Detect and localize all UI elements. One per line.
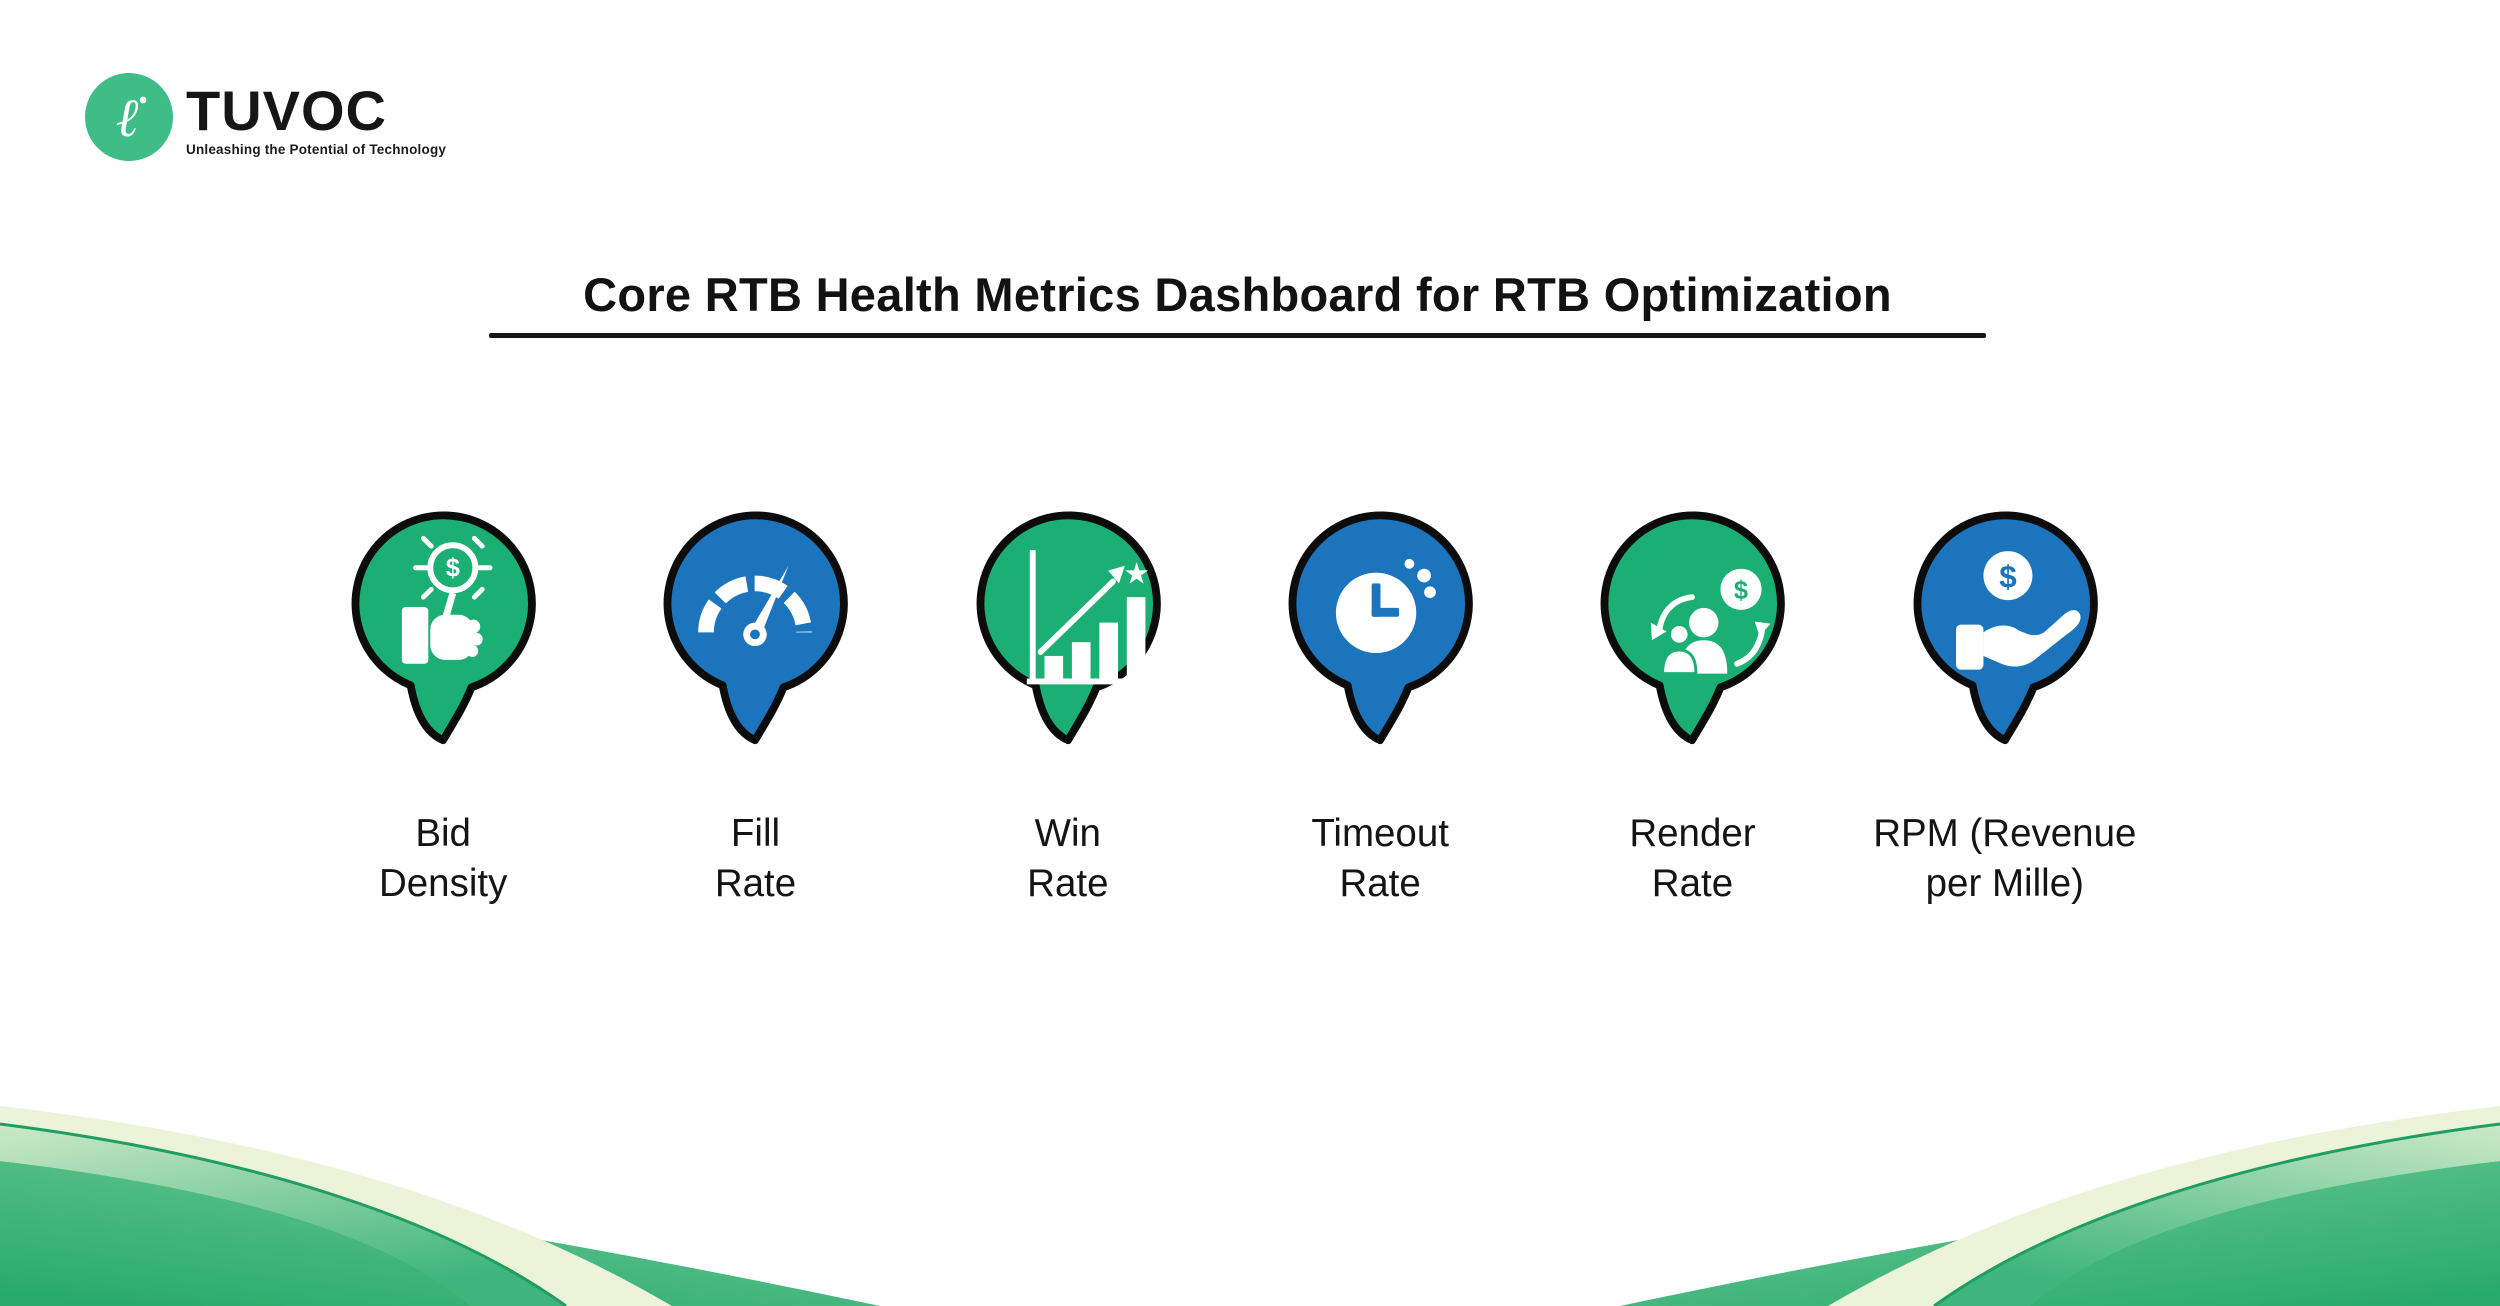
metric-rpm: $ RPM (Revenue per Mille)	[1849, 505, 2161, 908]
metric-label: Fill Rate	[714, 812, 797, 905]
metric-timeout-rate: Timeout Rate	[1224, 505, 1536, 908]
metric-win-rate: ★ Win Rate	[912, 505, 1224, 908]
svg-text:$: $	[1999, 559, 2016, 594]
decorative-wave-left	[0, 1106, 880, 1306]
page-title: Core RTB Health Metrics Dashboard for RT…	[583, 268, 1892, 321]
speech-bubble	[1288, 511, 1473, 745]
metric-render-rate: $ Render Rate	[1536, 505, 1848, 908]
svg-text:★: ★	[1123, 557, 1149, 590]
speech-bubble: $	[351, 511, 536, 745]
metric-label: Bid Density	[378, 812, 508, 905]
gauge-icon	[698, 565, 813, 647]
metric-label: Timeout Rate	[1311, 812, 1449, 905]
growth-chart-star-icon: ★	[1026, 550, 1151, 685]
svg-text:$: $	[1734, 577, 1748, 605]
title-underline	[489, 333, 1986, 338]
metric-label: Render Rate	[1629, 812, 1756, 905]
logo-script-letter: ℓ	[116, 86, 139, 149]
brand-tagline: Unleashing the Potential of Technology	[186, 142, 447, 157]
logo-letter-dot	[139, 96, 147, 104]
decorative-wave-right	[1620, 1106, 2500, 1306]
brand-name: TUVOC	[186, 79, 387, 142]
metrics-row: $ B	[287, 505, 2161, 908]
speech-bubble: ★	[976, 511, 1161, 745]
clock-timer-icon	[1336, 558, 1437, 653]
metric-label: Win Rate	[1027, 812, 1109, 905]
svg-text:$: $	[446, 555, 460, 583]
bid-magnifier-dollar-icon: $	[401, 535, 493, 664]
metric-fill-rate: Fill Rate	[599, 505, 911, 908]
metric-bid-density: $ B	[287, 505, 599, 908]
hand-dollar-icon: $	[1955, 551, 2081, 670]
speech-bubble	[664, 511, 849, 745]
tuvoc-logo-mark-icon: ℓ	[85, 73, 173, 161]
speech-bubble: $	[1913, 511, 2098, 745]
tuvoc-logo: ℓ TUVOC Unleashing the Potential of Tech…	[85, 73, 446, 161]
metric-label: RPM (Revenue per Mille)	[1873, 812, 2137, 905]
speech-bubble: $	[1601, 511, 1786, 745]
title-block: Core RTB Health Metrics Dashboard for RT…	[489, 266, 1986, 338]
users-dollar-sync-icon: $	[1651, 568, 1771, 676]
